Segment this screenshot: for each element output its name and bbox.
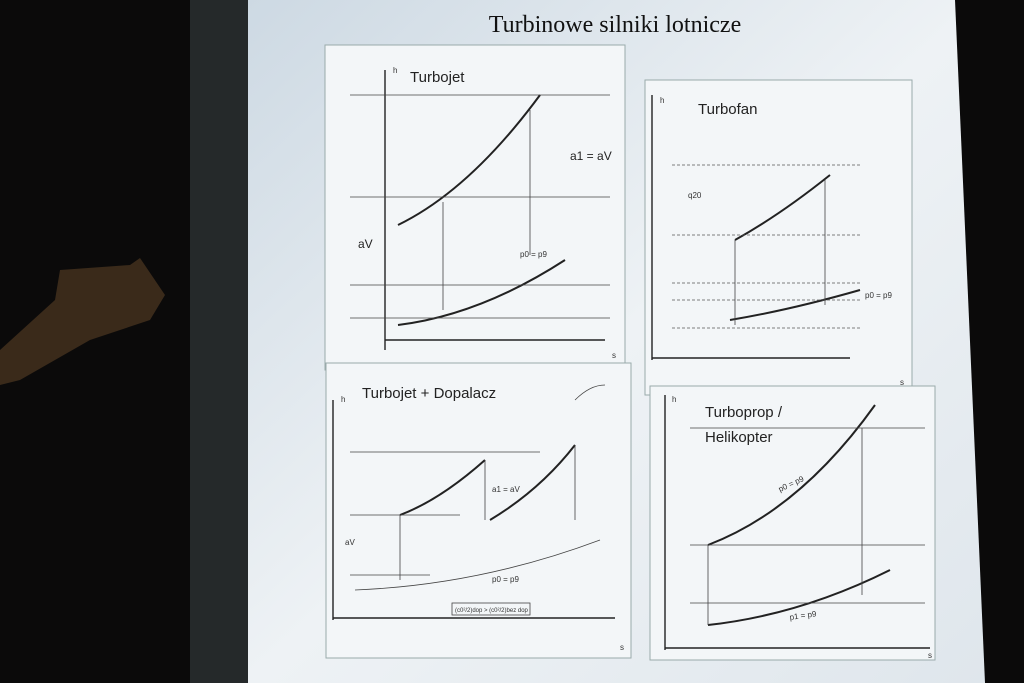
label: p0 = p9 [865, 291, 892, 300]
axis-label: h [393, 66, 397, 75]
lines [734, 180, 826, 325]
axis-label: h [672, 395, 676, 404]
panel: Turboprop / Helikopter h s p0 = p9 p1 = … [649, 385, 936, 661]
curve [707, 404, 876, 546]
lines [350, 451, 540, 576]
panel-title: Turbofan [698, 101, 757, 118]
label: p1 = p9 [789, 609, 817, 622]
curve [734, 174, 831, 241]
label: p0 = p9 [492, 575, 519, 584]
curve [729, 289, 861, 321]
axes [332, 400, 615, 620]
panel: Turbojet h s a1 = aV aV p0 = p9 [324, 44, 626, 371]
axes [384, 70, 605, 350]
lines [354, 384, 606, 591]
curve [489, 444, 576, 521]
label: q20 [688, 191, 702, 200]
axis-label: s [612, 351, 616, 360]
curve [397, 259, 566, 326]
curve [397, 94, 541, 226]
axis-label: s [900, 378, 904, 387]
panel-frame [325, 362, 632, 659]
panel-title: Turbojet [410, 69, 465, 86]
label: a1 = aV [570, 149, 612, 163]
object [0, 258, 165, 385]
slide-title: Turbinowe silniki lotnicze [489, 12, 741, 38]
curve [399, 459, 486, 516]
label: aV [358, 237, 373, 251]
panel-title: Helikopter [705, 429, 773, 446]
panel-frame [644, 79, 913, 396]
panel: Turbofan h s p0 = p9 q20 [644, 79, 913, 396]
label-box [451, 602, 531, 616]
axis-label: s [620, 643, 624, 652]
label: aV [345, 538, 355, 547]
axis-label: h [660, 96, 664, 105]
axes [651, 95, 850, 360]
panel-title: Turboprop / [705, 404, 783, 421]
label: a1 = aV [492, 485, 520, 494]
lines [690, 427, 925, 625]
panel-frame [324, 44, 626, 371]
panel-frame [649, 385, 936, 661]
axis-label: s [928, 651, 932, 660]
axes [664, 395, 930, 650]
axis-label: h [341, 395, 345, 404]
panel: Turbojet + Dopalacz h s a1 = aV aV p0 = … [325, 362, 632, 659]
panel-title: Turbojet + Dopalacz [362, 385, 496, 402]
curve [707, 569, 891, 626]
label: (c0²/2)dop > (c0²/2)bez dop [455, 608, 529, 614]
lines [350, 94, 610, 319]
label: p0 = p9 [520, 250, 547, 259]
screen-edge [190, 0, 250, 683]
